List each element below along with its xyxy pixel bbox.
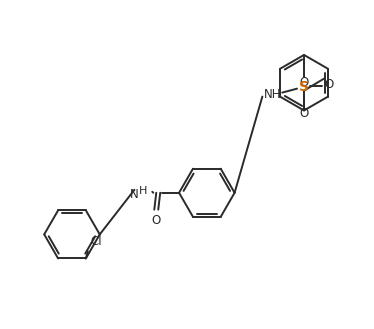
Text: O: O xyxy=(151,214,161,227)
Text: S: S xyxy=(299,80,309,94)
Text: O: O xyxy=(325,78,334,91)
Text: N: N xyxy=(130,188,138,201)
Text: H: H xyxy=(139,186,148,196)
Text: Cl: Cl xyxy=(91,235,102,247)
Text: NH: NH xyxy=(264,88,281,101)
Text: O: O xyxy=(299,108,309,120)
Text: O: O xyxy=(299,76,309,89)
